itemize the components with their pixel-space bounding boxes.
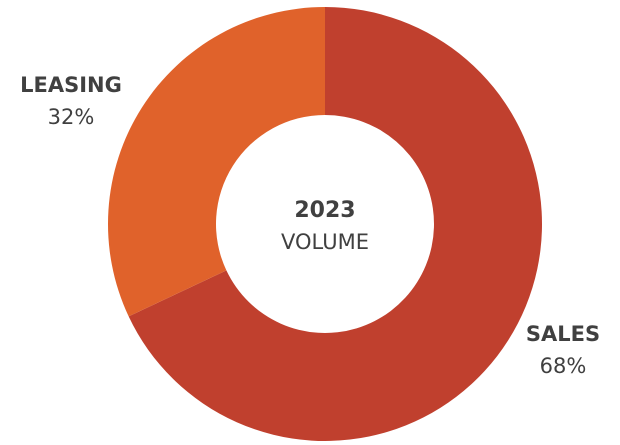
- slice-value-sales: 68%: [540, 354, 587, 378]
- slice-leasing: [107, 7, 325, 317]
- slice-label-leasing: LEASING: [20, 73, 122, 97]
- slice-value-leasing: 32%: [48, 105, 95, 129]
- center-subtitle: VOLUME: [281, 230, 369, 254]
- slice-sales: [128, 7, 542, 441]
- slice-label-sales: SALES: [526, 322, 600, 346]
- donut-slices: [107, 7, 542, 441]
- center-title: 2023: [294, 198, 355, 223]
